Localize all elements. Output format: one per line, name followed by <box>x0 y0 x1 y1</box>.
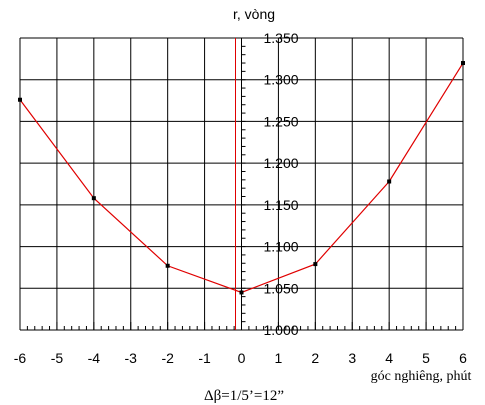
data-point <box>165 263 170 268</box>
data-point <box>239 290 244 295</box>
data-point <box>461 61 465 66</box>
x-tick-label: 4 <box>385 350 393 366</box>
grid <box>19 37 464 331</box>
y-tick-label: 1.050 <box>264 280 299 296</box>
x-tick-label: 3 <box>348 350 356 366</box>
y-tick-label: 1.300 <box>264 72 299 88</box>
x-tick-label: 1 <box>275 350 283 366</box>
x-tick-label: -1 <box>198 350 211 366</box>
x-tick-label: -3 <box>125 350 138 366</box>
series-layer <box>18 61 465 295</box>
x-tick-label: -4 <box>88 350 101 366</box>
data-point <box>91 196 96 201</box>
y-axis-minor-ticks <box>19 37 464 331</box>
x-tick-label: 2 <box>311 350 319 366</box>
data-point <box>387 179 392 184</box>
y-tick-label: 1.350 <box>264 30 299 46</box>
x-axis-label: góc nghiêng, phút <box>371 369 472 384</box>
x-tick-labels: -6 -5 -4 -3 -2 -1 0 1 2 3 4 5 6 <box>14 350 467 366</box>
y-tick-labels: 1.000 1.050 1.100 1.150 1.200 1.250 1.300 1.350 <box>264 30 299 338</box>
y-tick-label: 1.250 <box>264 113 299 129</box>
x-tick-label: -5 <box>51 350 64 366</box>
x-tick-label: 6 <box>459 350 467 366</box>
x-tick-label: -2 <box>161 350 174 366</box>
y-axis-label: r, vòng <box>233 6 275 22</box>
chart-caption: Δβ=1/5’=12” <box>204 388 284 404</box>
y-tick-label: 1.000 <box>264 322 299 338</box>
y-tick-label: 1.150 <box>264 197 299 213</box>
x-tick-label: -6 <box>14 350 27 366</box>
data-point <box>313 262 318 267</box>
y-tick-label: 1.100 <box>264 239 299 255</box>
data-point <box>18 97 22 102</box>
x-tick-label: 0 <box>238 350 246 366</box>
y-tick-label: 1.200 <box>264 155 299 171</box>
x-tick-label: 5 <box>422 350 430 366</box>
